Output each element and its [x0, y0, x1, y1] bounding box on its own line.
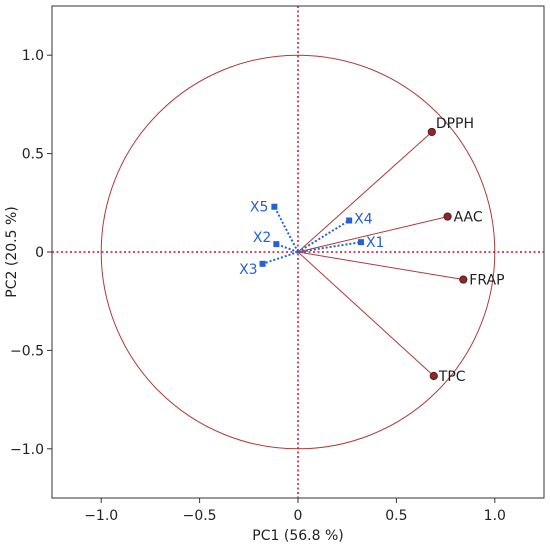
vector-x5	[273, 206, 299, 253]
x-tick-label: −1.0	[84, 508, 118, 524]
point-aac	[443, 212, 452, 221]
point-x2	[273, 241, 280, 248]
label-tpc: TPC	[438, 369, 466, 385]
vector-frap	[297, 251, 464, 281]
vector-aac	[297, 216, 448, 253]
x-tick-label: 1.0	[484, 508, 506, 524]
y-tick-label: 0.5	[22, 147, 44, 163]
label-x1: X1	[366, 235, 385, 251]
x-tick-label: −0.5	[183, 508, 217, 524]
x-tick-label: 0.5	[385, 508, 407, 524]
y-tick-label: 0	[35, 245, 44, 261]
vector-x3	[262, 251, 299, 265]
y-axis-title: PC2 (20.5 %)	[4, 206, 20, 297]
label-frap: FRAP	[469, 273, 504, 289]
x-axis-title: PC1 (56.8 %)	[252, 528, 343, 544]
y-tick-label: −1.0	[10, 442, 44, 458]
label-x4: X4	[354, 212, 373, 228]
x-tick-label: 0	[294, 508, 303, 524]
y-tick-label: 1.0	[22, 48, 44, 64]
point-x1	[357, 239, 364, 246]
point-dpph	[427, 127, 436, 137]
label-x5: X5	[250, 200, 269, 216]
label-x3: X3	[239, 262, 258, 278]
point-frap	[459, 275, 468, 284]
label-x2: X2	[253, 230, 272, 246]
vector-x1	[297, 241, 362, 253]
label-aac: AAC	[454, 210, 483, 226]
label-dpph: DPPH	[436, 116, 474, 132]
point-x5	[271, 203, 278, 210]
vector-x4	[297, 219, 350, 253]
vector-dpph	[297, 131, 433, 253]
point-tpc	[429, 371, 438, 381]
vector-tpc	[297, 251, 435, 377]
vector-x2	[276, 243, 299, 253]
y-tick-label: −0.5	[10, 343, 44, 359]
point-x4	[346, 217, 353, 224]
point-x3	[259, 260, 266, 267]
